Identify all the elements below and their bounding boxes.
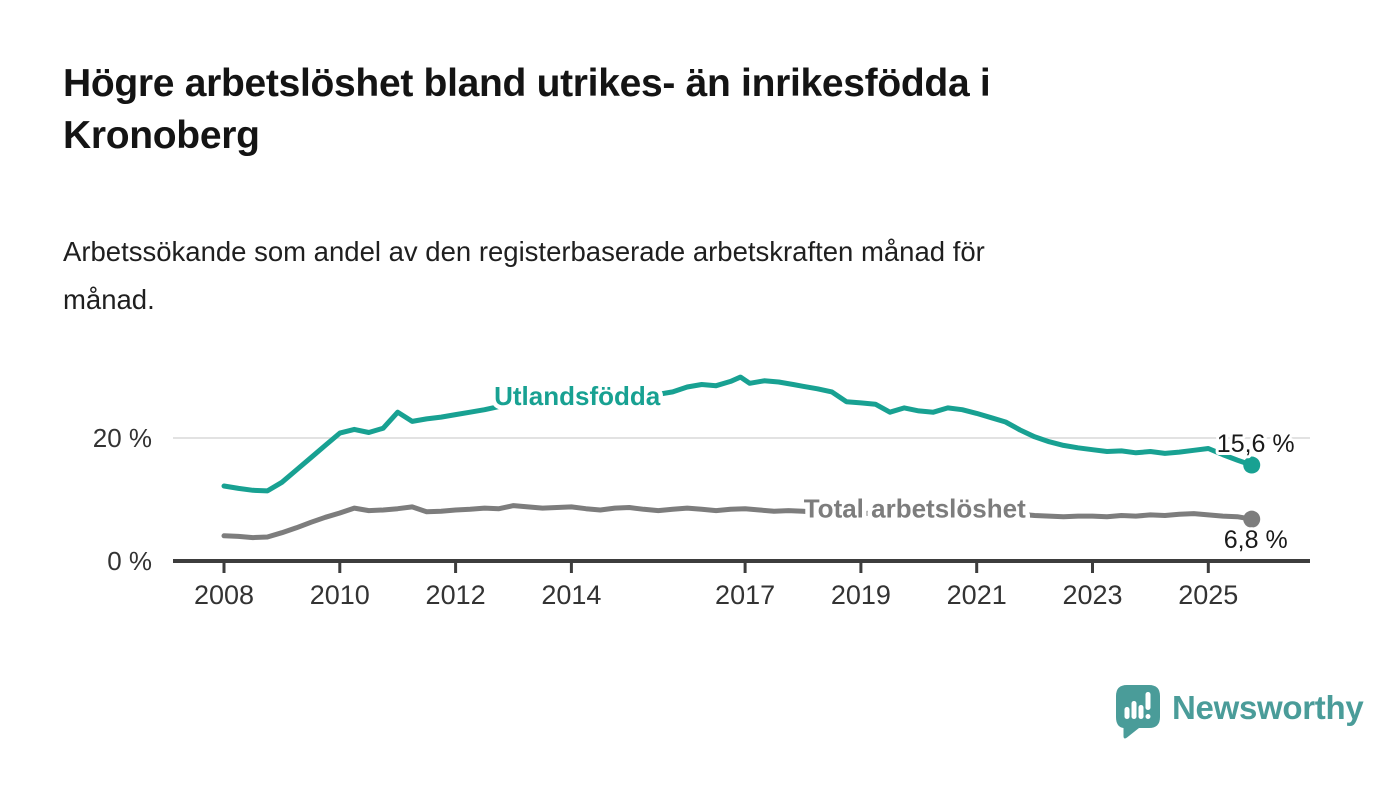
series-line-0 <box>221 374 1255 494</box>
chart-subtitle-line-1: Arbetssökande som andel av den registerb… <box>63 236 985 267</box>
series-label-0: Utlandsfödda <box>494 381 661 411</box>
newsworthy-logo-text: Newsworthy <box>1172 689 1364 726</box>
y-tick-label: 20 % <box>93 423 152 453</box>
series-end-dot-0 <box>1243 456 1261 474</box>
chart-title-line-2: Kronoberg <box>63 114 260 157</box>
end-value-label-1: 6,8 % <box>1224 526 1288 554</box>
newsworthy-logo: Newsworthy <box>1115 684 1364 740</box>
end-value-label-0: 15,6 % <box>1217 430 1295 458</box>
x-tick-label: 2014 <box>541 580 601 610</box>
x-tick-label: 2023 <box>1062 580 1122 610</box>
x-tick-label: 2019 <box>831 580 891 610</box>
chart-title: Högre arbetslöshet bland utrikes- än inr… <box>63 58 1323 162</box>
x-tick-label: 2010 <box>310 580 370 610</box>
series-label-1: Total arbetslöshet <box>804 494 1026 524</box>
series-line-1 <box>221 503 1255 541</box>
x-tick-label: 2021 <box>947 580 1007 610</box>
x-tick-label: 2008 <box>194 580 254 610</box>
x-tick-label: 2017 <box>715 580 775 610</box>
series-end-dot-1 <box>1243 510 1261 528</box>
chart-subtitle-line-2: månad. <box>63 284 155 315</box>
x-tick-label: 2025 <box>1178 580 1238 610</box>
speech-bubble-bar-chart-icon <box>1116 685 1160 739</box>
chart-subtitle: Arbetssökande som andel av den registerb… <box>63 228 1283 324</box>
x-tick-label: 2012 <box>426 580 486 610</box>
y-tick-label: 0 % <box>107 546 152 576</box>
chart-title-line-1: Högre arbetslöshet bland utrikes- än inr… <box>63 62 991 105</box>
